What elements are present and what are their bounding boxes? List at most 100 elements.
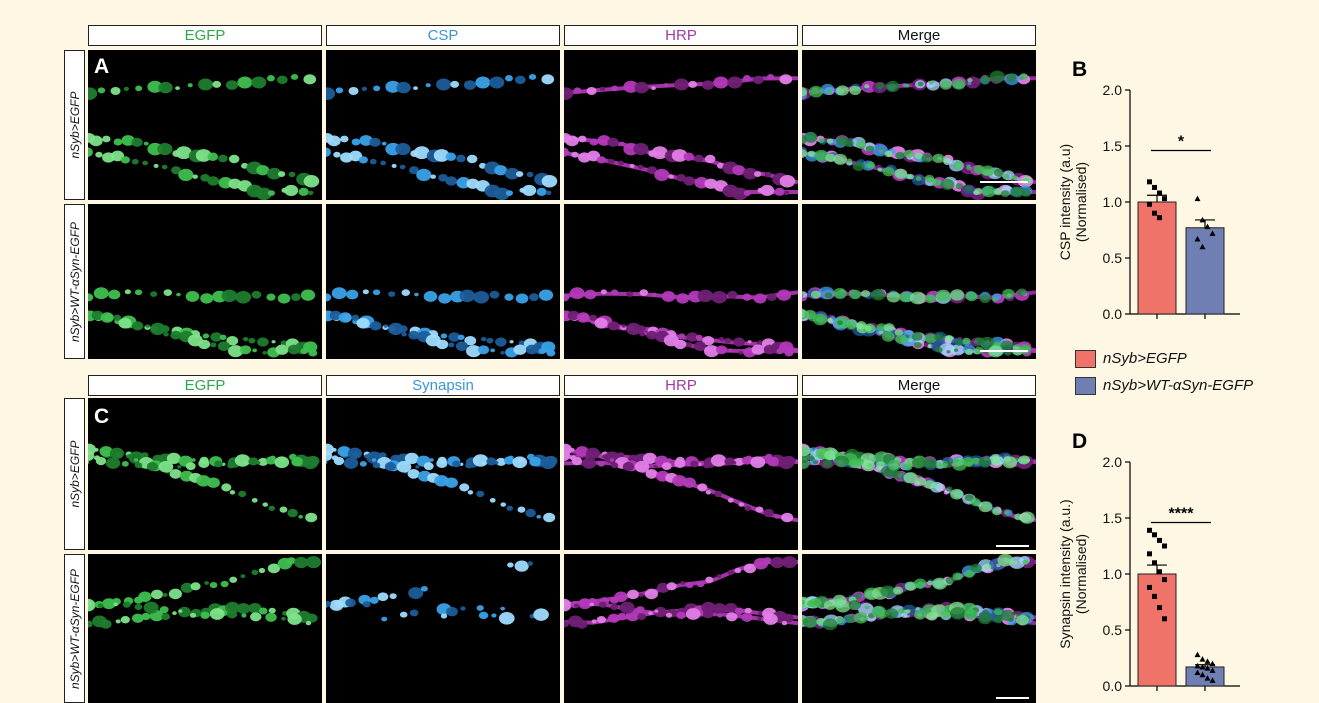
legend-swatch-egfp — [1075, 350, 1096, 368]
microscopy-image — [564, 554, 798, 703]
y-tick-label: 0.0 — [1103, 306, 1123, 322]
y-axis-label: (Normalised) — [1073, 162, 1089, 242]
row-label-egfp-top: nSyb>EGFP — [64, 50, 85, 200]
y-axis-label: Synapsin intensity (a.u.) — [1057, 499, 1073, 648]
data-point — [1204, 223, 1211, 230]
col-header-egfp-top: EGFP — [88, 25, 322, 46]
y-tick-label: 2.0 — [1103, 82, 1123, 98]
data-point — [1209, 230, 1216, 236]
row-label-asyn-bottom: nSyb>WT-αSyn-EGFP — [64, 554, 85, 703]
data-point — [1199, 671, 1206, 678]
microscopy-image — [88, 554, 322, 703]
data-point — [1204, 658, 1211, 664]
legend-label-asyn: nSyb>WT-αSyn-EGFP — [1103, 377, 1254, 394]
data-point — [1199, 663, 1206, 670]
col-header-merge-bottom: Merge — [802, 375, 1036, 396]
col-header-hrp-top: HRP — [564, 25, 798, 46]
data-point — [1157, 190, 1162, 196]
chart-d: 0.0 0.5 1.0 1.5 2.0 Synapsin intensity (a.u.)… — [1057, 454, 1240, 694]
data-point — [1162, 616, 1167, 622]
row-label-text: nSyb>WT-αSyn-EGFP — [67, 221, 82, 342]
chart-b: 0.0 0.5 1.0 1.5 2.0 CSP intensity (a.u) (Norma… — [1057, 82, 1240, 322]
data-point — [1209, 677, 1216, 683]
panel-label-a: A — [94, 55, 110, 78]
y-tick-label: 0.5 — [1103, 622, 1123, 638]
y-tick-label: 1.0 — [1103, 194, 1123, 210]
data-point — [1147, 179, 1152, 185]
scale-bar — [980, 181, 1028, 183]
data-point — [1152, 593, 1157, 599]
bar — [1185, 227, 1225, 315]
data-point — [1152, 532, 1157, 538]
data-point — [1162, 543, 1167, 549]
microscopy-image — [802, 554, 1036, 703]
microscopy-image — [802, 398, 1036, 550]
data-point — [1152, 560, 1157, 566]
legend-swatch-asyn — [1075, 377, 1096, 395]
data-point — [1147, 527, 1152, 533]
data-point — [1147, 551, 1152, 557]
data-point — [1152, 210, 1157, 216]
significance-label: **** — [1169, 505, 1195, 522]
row-label-text: nSyb>EGFP — [67, 440, 82, 508]
panel-label-b: B — [1072, 58, 1088, 81]
legend-label-egfp: nSyb>EGFP — [1103, 350, 1187, 367]
microscopy-image — [88, 204, 322, 359]
data-point — [1194, 669, 1201, 676]
bar — [1137, 573, 1177, 687]
data-point — [1147, 201, 1152, 207]
row-label-text: nSyb>WT-αSyn-EGFP — [67, 568, 82, 689]
data-point — [1194, 235, 1201, 242]
col-header-merge-top: Merge — [802, 25, 1036, 46]
y-tick-label: 1.5 — [1103, 138, 1123, 154]
data-point — [1199, 216, 1206, 223]
data-point — [1157, 605, 1162, 611]
scale-bar — [996, 697, 1029, 699]
scale-bar — [996, 545, 1029, 547]
data-point — [1157, 215, 1162, 221]
y-tick-label: 0.5 — [1103, 250, 1123, 266]
data-point — [1147, 584, 1152, 590]
y-tick-label: 1.0 — [1103, 566, 1123, 582]
y-axis-label: (Normalised) — [1073, 534, 1089, 614]
col-header-egfp-bottom: EGFP — [88, 375, 322, 396]
col-header-csp: CSP — [326, 25, 560, 46]
data-point — [1204, 675, 1211, 681]
row-label-text: nSyb>EGFP — [67, 91, 82, 159]
scale-bar — [980, 350, 1028, 352]
microscopy-image — [564, 204, 798, 359]
microscopy-image — [326, 554, 560, 703]
data-point — [1209, 660, 1216, 667]
microscopy-image — [88, 50, 322, 200]
row-label-asyn-top: nSyb>WT-αSyn-EGFP — [64, 204, 85, 359]
y-tick-label: 0.0 — [1103, 678, 1123, 694]
data-point — [1199, 656, 1206, 662]
data-point — [1162, 196, 1167, 202]
significance-label: * — [1178, 133, 1185, 150]
data-point — [1209, 667, 1216, 673]
data-point — [1204, 665, 1211, 671]
microscopy-image — [802, 50, 1036, 200]
microscopy-image — [326, 50, 560, 200]
data-point — [1152, 184, 1157, 190]
panel-label-d: D — [1072, 430, 1088, 453]
data-point — [1162, 577, 1167, 583]
col-header-hrp-bottom: HRP — [564, 375, 798, 396]
microscopy-image — [88, 398, 322, 550]
microscopy-image — [802, 204, 1036, 359]
microscopy-image — [564, 50, 798, 200]
data-point — [1194, 662, 1201, 669]
data-point — [1199, 243, 1206, 250]
bar — [1137, 201, 1177, 315]
y-axis-label: CSP intensity (a.u) — [1057, 144, 1073, 260]
data-point — [1157, 569, 1162, 575]
y-tick-label: 1.5 — [1103, 510, 1123, 526]
microscopy-image — [326, 398, 560, 550]
microscopy-image — [564, 398, 798, 550]
y-tick-label: 2.0 — [1103, 454, 1123, 470]
data-point — [1157, 537, 1162, 543]
col-header-synapsin: Synapsin — [326, 375, 560, 396]
panel-label-c: C — [94, 405, 110, 428]
microscopy-image — [326, 204, 560, 359]
